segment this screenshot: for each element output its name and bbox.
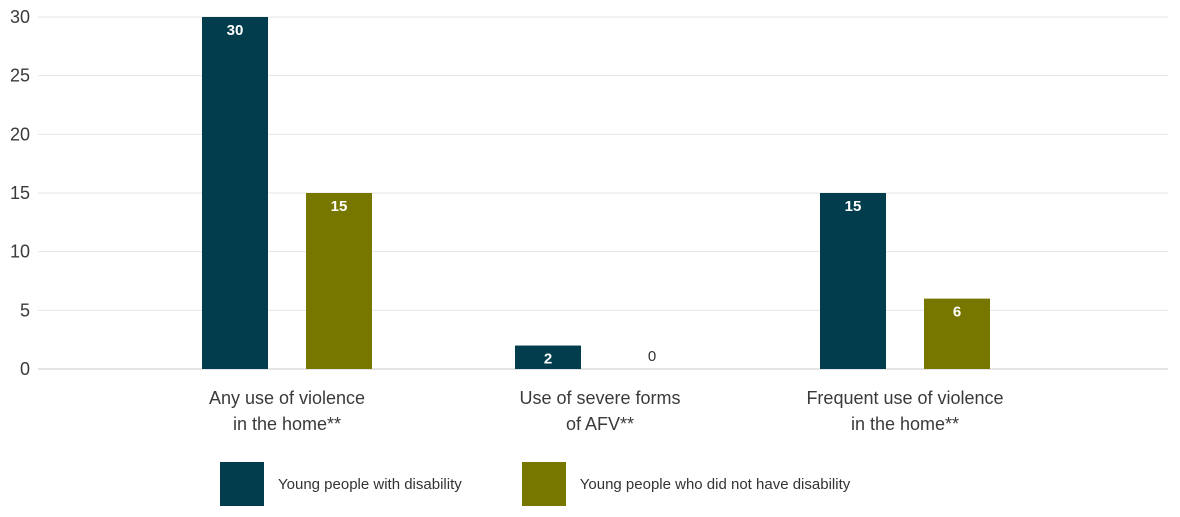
y-tick-label: 30 <box>10 7 30 27</box>
bar <box>515 345 581 369</box>
x-category-label: Use of severe forms <box>519 388 680 408</box>
x-category-label: Any use of violence <box>209 388 365 408</box>
bar <box>820 193 886 369</box>
x-category-label: in the home** <box>851 414 959 434</box>
legend-swatch-without-disability <box>521 462 566 506</box>
bar <box>306 193 372 369</box>
bar <box>924 298 990 369</box>
bar-value-label: 30 <box>227 22 244 39</box>
x-category-label: of AFV** <box>566 414 634 434</box>
y-tick-label: 20 <box>10 124 30 144</box>
bar-value-label: 0 <box>648 348 656 365</box>
legend-label-with-disability: Young people with disability <box>278 475 462 493</box>
bar-value-label: 15 <box>331 198 348 215</box>
legend-label-without-disability: Young people who did not have disability <box>579 475 851 493</box>
bar <box>202 17 268 369</box>
x-category-label: Frequent use of violence <box>806 388 1003 408</box>
legend-swatch-with-disability <box>220 462 264 506</box>
y-tick-label: 15 <box>10 183 30 203</box>
y-tick-label: 10 <box>10 242 30 262</box>
x-category-label: in the home** <box>233 414 341 434</box>
y-tick-label: 5 <box>20 300 30 320</box>
bar-value-label: 6 <box>953 304 961 321</box>
legend-item-without-disability: Young people who did not have disability <box>521 462 851 506</box>
bar-value-label: 2 <box>544 351 552 368</box>
legend: Young people with disability Young peopl… <box>220 462 910 506</box>
y-tick-label: 0 <box>20 359 30 379</box>
y-tick-label: 25 <box>10 66 30 86</box>
bar-value-label: 15 <box>845 198 862 215</box>
legend-item-with-disability: Young people with disability <box>220 462 462 506</box>
